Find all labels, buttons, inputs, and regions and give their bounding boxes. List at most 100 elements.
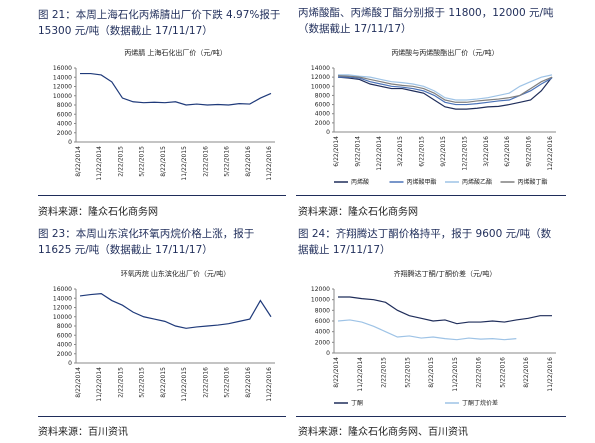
x-tick-label: 5/22/2016 (224, 367, 231, 398)
y-tick-label: 12000 (311, 74, 330, 81)
y-tick-label: 0 (326, 350, 330, 357)
y-tick-label: 2000 (57, 130, 72, 137)
y-tick-label: 4000 (57, 342, 72, 349)
y-tick-label: 6000 (57, 332, 72, 339)
line (338, 76, 553, 106)
y-tick-label: 4000 (315, 111, 330, 118)
x-tick-label: 5/22/2016 (224, 146, 231, 177)
x-tick-label: 5/22/2015 (404, 357, 411, 388)
x-tick-label: 11/22/2014 (357, 357, 364, 392)
y-tick-label: 10000 (311, 297, 330, 304)
y-tick-label: 6000 (315, 318, 330, 325)
line (79, 293, 272, 329)
x-tick-label: 5/22/2015 (139, 146, 146, 177)
y-tick-label: 8000 (315, 307, 330, 314)
rule (296, 416, 566, 417)
x-tick-label: 5/22/2016 (499, 357, 506, 388)
x-tick-label: 11/22/2015 (181, 367, 188, 402)
y-tick-label: 0 (326, 129, 330, 136)
y-tick-label: 0 (68, 139, 72, 146)
x-tick-label: 2/22/2015 (381, 357, 388, 388)
x-tick-label: 12/22/2015 (461, 136, 468, 171)
x-tick-label: 12/22/2016 (547, 136, 554, 171)
caption: 图 21：本周上海石化丙烯腈出厂价下跌 4.97%报于 15300 元/吨（数据… (38, 9, 281, 37)
source: 资料来源：隆众石化商务网、百川资讯 (298, 427, 468, 438)
x-tick-label: 8/22/2014 (333, 357, 340, 388)
line (80, 72, 272, 106)
chart: 齐翔腾达丁酮/丁酮价差（元/吨） 0 2000 4000 6000 8000 10000 12… (311, 269, 556, 407)
y-tick-label: 16000 (53, 286, 72, 293)
x-tick-label: 6/22/2014 (333, 136, 340, 167)
y-tick-label: 10000 (53, 314, 72, 321)
legend-label: 丙烯酸甲酯 (407, 178, 437, 186)
y-tick-label: 6000 (57, 111, 72, 118)
y-tick-label: 2000 (315, 120, 330, 127)
legend-label: 丁酮 (351, 400, 363, 407)
y-tick-label: 6000 (315, 102, 330, 109)
y-tick-label: 8000 (57, 323, 72, 330)
x-tick-label: 2/22/2016 (476, 357, 483, 388)
x-tick-label: 9/22/2015 (440, 136, 447, 167)
x-tick-label: 8/22/2016 (523, 357, 530, 388)
x-tick-label: 8/22/2016 (245, 367, 252, 398)
chart-title: 丙烯酸与丙烯酸酯出厂价（元/吨） (391, 48, 498, 57)
x-tick-label: 6/22/2016 (504, 136, 511, 167)
y-tick-label: 10000 (311, 83, 330, 90)
caption: 图 23：本周山东滨化环氧丙烷价格上涨，报于 11625 元/吨（数据截止 17… (38, 228, 255, 256)
x-tick-label: 2/22/2016 (202, 367, 209, 398)
x-tick-label: 11/22/2014 (96, 367, 103, 402)
y-tick-label: 16000 (53, 65, 72, 72)
y-tick-label: 12000 (311, 286, 330, 293)
x-tick-label: 8/22/2015 (160, 367, 167, 398)
x-tick-label: 3/22/2015 (397, 136, 404, 167)
line (338, 296, 552, 325)
x-tick-label: 5/22/2015 (139, 367, 146, 398)
x-tick-label: 9/22/2016 (526, 136, 533, 167)
x-tick-label: 11/22/2015 (452, 357, 459, 392)
line (338, 74, 553, 101)
y-tick-label: 8000 (315, 92, 330, 99)
chart-title: 丙烯腈 上海石化出厂价（元/吨） (124, 48, 227, 57)
source: 资料来源：隆众石化商务网 (298, 207, 418, 218)
x-tick-label: 3/22/2016 (483, 136, 490, 167)
y-tick-label: 4000 (57, 121, 72, 128)
source: 资料来源：隆众石化商务网 (38, 207, 158, 218)
chart-title: 齐翔腾达丁酮/丁酮价差（元/吨） (394, 269, 497, 278)
legend-label: 丙烯酸丁酯 (518, 178, 548, 186)
rule (38, 195, 286, 196)
y-tick-label: 12000 (53, 305, 72, 312)
chart: 环氧丙烷 山东滨化出厂价（元/吨） 0 2000 4000 6000 8000 10000 1… (53, 269, 275, 402)
x-tick-label: 2/22/2015 (117, 146, 124, 177)
y-tick-label: 2000 (315, 339, 330, 346)
line (337, 76, 553, 110)
y-tick-label: 0 (68, 360, 72, 367)
legend-label: 丙烯酸乙酯 (462, 178, 492, 186)
x-tick-label: 2/22/2016 (202, 146, 209, 177)
y-tick-label: 12000 (53, 84, 72, 91)
y-tick-label: 14000 (53, 74, 72, 81)
chart-title: 环氧丙烷 山东滨化出厂价（元/吨） (121, 269, 231, 278)
x-tick-label: 11/22/2015 (181, 146, 188, 181)
x-tick-label: 8/22/2014 (75, 146, 82, 177)
y-tick-label: 14000 (53, 295, 72, 302)
y-tick-label: 2000 (57, 351, 72, 358)
x-tick-label: 8/22/2015 (160, 146, 167, 177)
x-tick-label: 8/22/2014 (75, 367, 82, 398)
x-tick-label: 9/22/2014 (354, 136, 361, 167)
x-tick-label: 6/22/2015 (419, 136, 426, 167)
chart: 丙烯酸与丙烯酸酯出厂价（元/吨） 0 2000 4000 6000 8000 10000 12… (311, 48, 556, 186)
y-tick-label: 8000 (57, 102, 72, 109)
legend-label: 丁酮丁烷价差 (462, 399, 498, 407)
caption: 图 24：齐翔腾达丁酮价格持平，报于 9600 元/吨（数据截止 17/11/1… (298, 228, 552, 256)
legend-label: 丙烯酸 (351, 178, 369, 186)
rule (296, 195, 566, 196)
x-tick-label: 11/22/2014 (96, 146, 103, 181)
source: 资料来源：百川资讯 (38, 427, 128, 438)
x-tick-label: 8/22/2015 (428, 357, 435, 388)
caption: 丙烯酸酯、丙烯酸丁酯分别报于 11800，12000 元/吨（数据截止 17/1… (298, 7, 554, 35)
y-tick-label: 14000 (311, 65, 330, 72)
line (337, 75, 553, 103)
rule (38, 416, 286, 417)
chart: 丙烯腈 上海石化出厂价（元/吨） 0 2000 4000 6000 8000 10000 12… (53, 48, 275, 181)
